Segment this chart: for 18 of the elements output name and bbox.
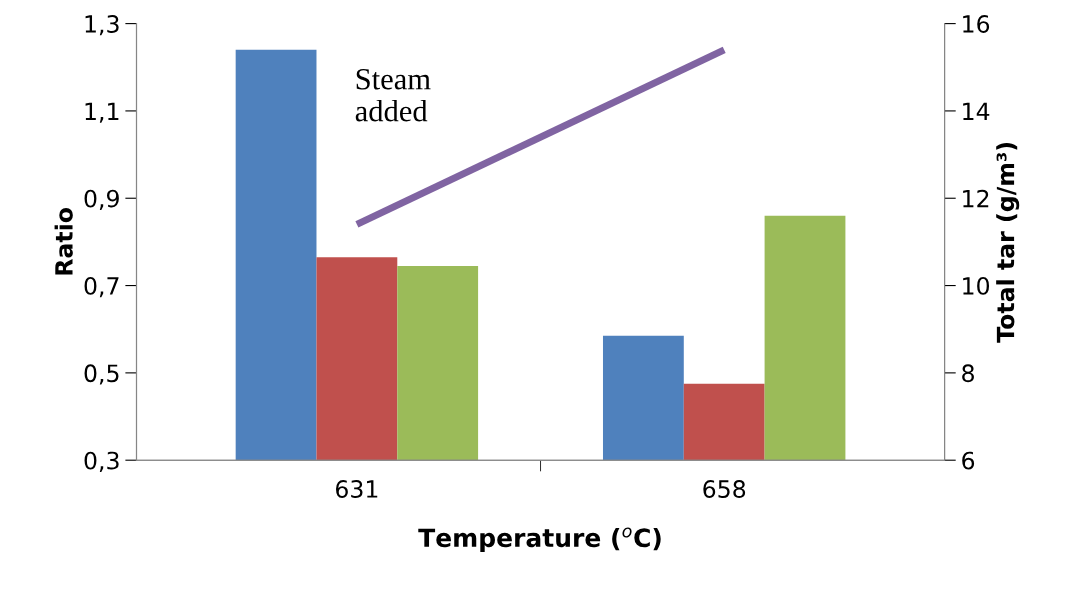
y-tick-label: 0,5 [84,364,119,385]
y-tick-label: 1,3 [85,15,119,36]
y-tick-label: 0,3 [84,451,119,472]
x-axis-title: Temperature ($^{o}$C) [418,527,661,553]
y2-tick-label: 10 [963,277,990,295]
x-tick-label: 658 [703,480,746,498]
y-tick-label: 1,1 [85,102,119,123]
y-tick-label: 0,7 [84,277,119,298]
y2-tick-label: 6 [962,451,975,470]
y-axis-title: Ratio [54,208,73,275]
y2-tick-label: 14 [963,102,990,120]
y2-axis-title: Total tar (g/m³) [996,143,1020,343]
y2-tick-label: 8 [962,364,974,383]
y2-tick-label: 12 [963,189,989,208]
x-tick-label: 631 [336,480,378,498]
y2-tick-label: 16 [963,15,990,33]
annotation: Steam added [355,68,431,122]
y-tick-label: 0,9 [84,189,119,210]
